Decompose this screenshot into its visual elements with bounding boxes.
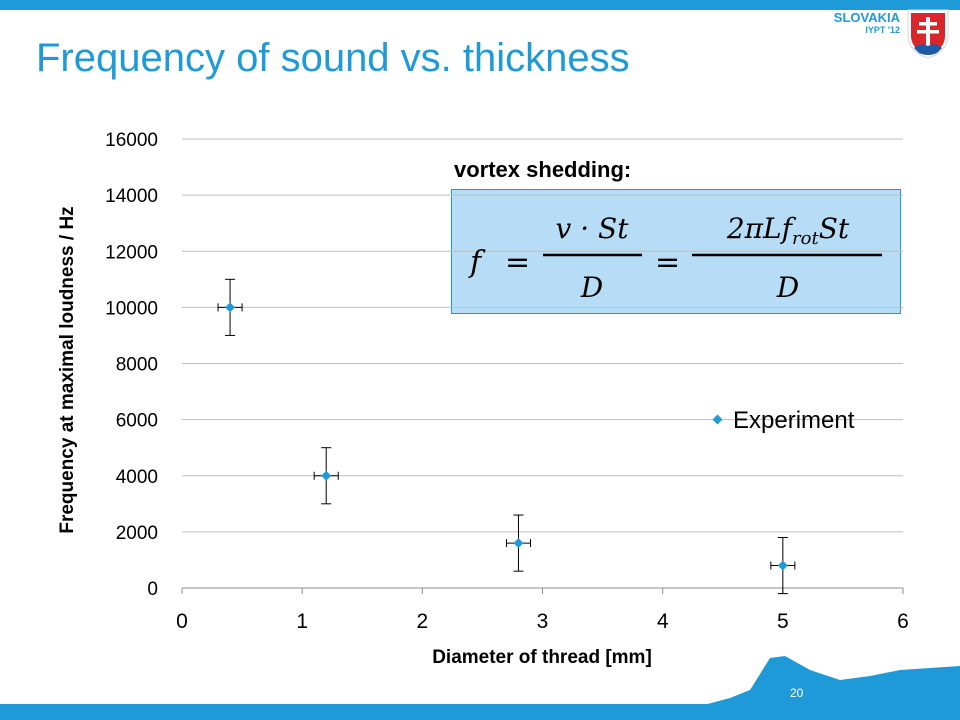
x-tick-label: 1 bbox=[296, 610, 308, 633]
y-tick-label: 10000 bbox=[105, 298, 158, 319]
x-axis-label: Diameter of thread [mm] bbox=[432, 647, 652, 668]
data-point bbox=[513, 538, 524, 549]
data-point bbox=[321, 470, 332, 481]
formula-numerator-2: 2πLfrotSt bbox=[726, 212, 850, 249]
y-axis-label: Frequency at maximal loudness / Hz bbox=[57, 206, 78, 533]
mountain-silhouette-icon bbox=[700, 656, 960, 706]
slovak-crest-icon bbox=[907, 9, 949, 59]
data-point bbox=[777, 560, 788, 571]
y-tick-label: 14000 bbox=[105, 186, 158, 207]
brand-event: IYPT '12 bbox=[865, 25, 900, 35]
y-tick-label: 8000 bbox=[116, 355, 158, 376]
y-tick-label: 2000 bbox=[116, 523, 158, 544]
x-tick-label: 3 bbox=[537, 610, 549, 633]
x-tick-label: 5 bbox=[777, 610, 789, 633]
y-tick-label: 4000 bbox=[116, 467, 158, 488]
formula-eq-2: = bbox=[655, 245, 680, 280]
x-tick-label: 0 bbox=[176, 610, 188, 633]
x-tick-label: 2 bbox=[416, 610, 428, 633]
formula-denominator-1: D bbox=[580, 271, 603, 304]
vortex-formula: f = v · St D = 2πLfrotSt D bbox=[468, 212, 882, 304]
brand-block: SLOVAKIA IYPT '12 bbox=[834, 10, 900, 35]
data-point bbox=[225, 302, 236, 313]
formula-lhs: f bbox=[468, 245, 486, 280]
x-tick-label: 6 bbox=[897, 610, 909, 633]
x-tick-label: 4 bbox=[657, 610, 669, 633]
formula-eq-1: = bbox=[505, 245, 530, 280]
legend: Experiment bbox=[712, 407, 855, 434]
y-tick-label: 16000 bbox=[105, 130, 158, 151]
formula-numerator-1: v · St bbox=[556, 212, 630, 245]
top-accent-bar bbox=[0, 0, 960, 10]
bottom-accent-bar bbox=[0, 704, 960, 720]
y-tick-label: 12000 bbox=[105, 242, 158, 263]
y-tick-label: 6000 bbox=[116, 411, 158, 432]
slide-title: Frequency of sound vs. thickness bbox=[36, 36, 630, 80]
page-number: 20 bbox=[790, 686, 804, 700]
y-tick-label: 0 bbox=[147, 579, 158, 600]
formula-denominator-2: D bbox=[776, 271, 799, 304]
annotation-heading: vortex shedding: bbox=[454, 157, 631, 182]
legend-marker bbox=[712, 414, 723, 425]
brand-country: SLOVAKIA bbox=[833, 10, 900, 25]
legend-label: Experiment bbox=[733, 407, 855, 434]
